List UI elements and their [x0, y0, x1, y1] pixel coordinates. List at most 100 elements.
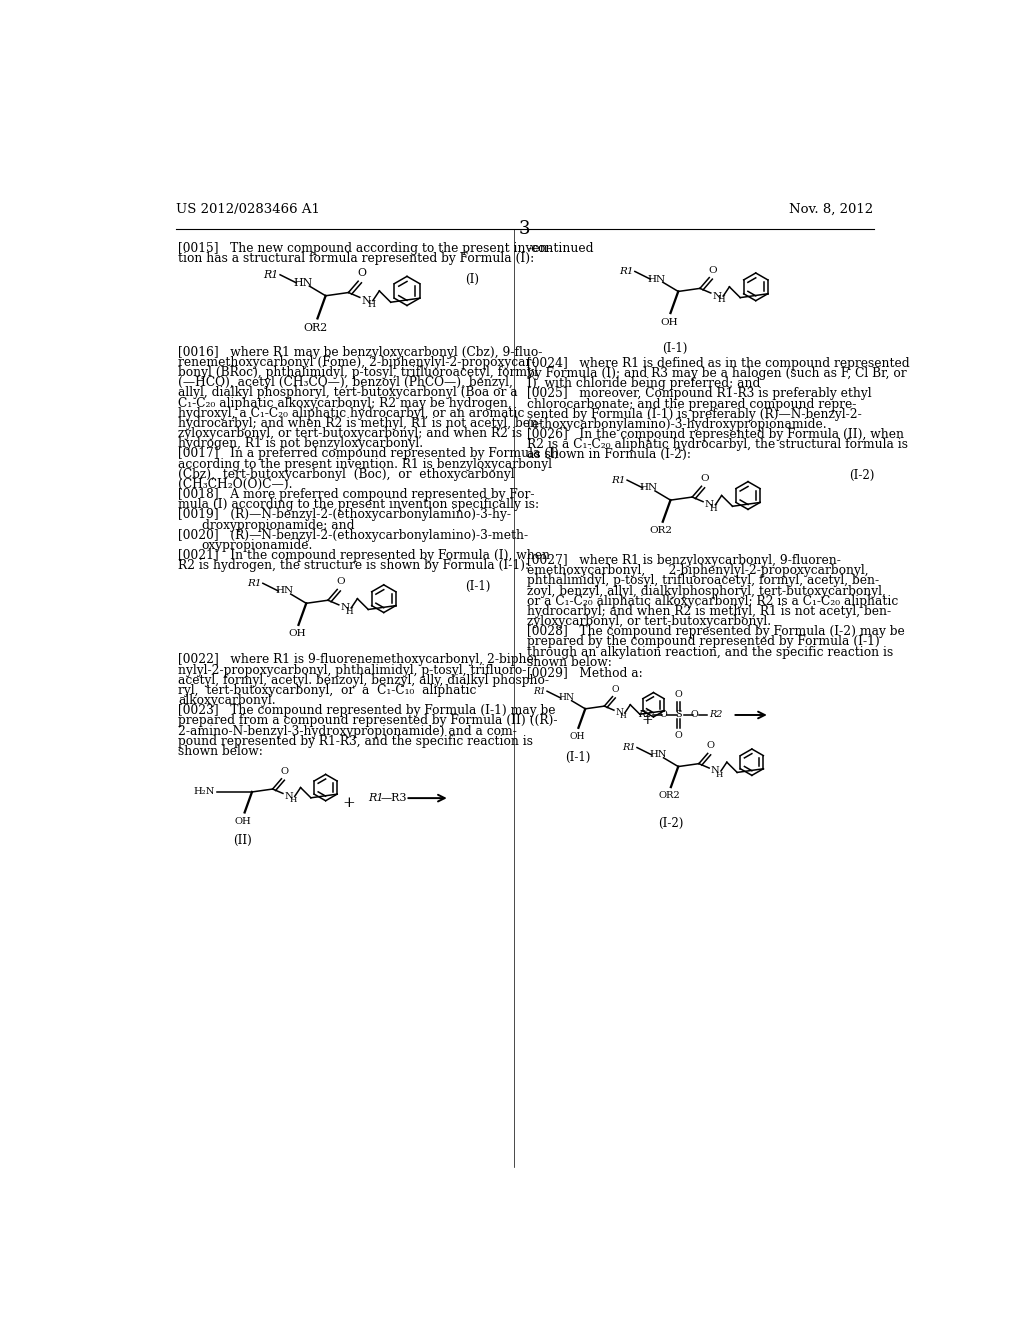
Text: [0022]   where R1 is 9-fluorenemethoxycarbonyl, 2-biphe-: [0022] where R1 is 9-fluorenemethoxycarb… — [178, 653, 539, 667]
Text: +: + — [342, 796, 355, 809]
Text: shown below:: shown below: — [178, 744, 263, 758]
Text: H₂N: H₂N — [194, 788, 215, 796]
Text: US 2012/0283466 A1: US 2012/0283466 A1 — [176, 203, 319, 216]
Text: HN: HN — [293, 277, 312, 288]
Text: N: N — [713, 292, 722, 301]
Text: O: O — [357, 268, 366, 279]
Text: R1: R1 — [611, 475, 626, 484]
Text: N: N — [711, 767, 720, 775]
Text: N: N — [285, 792, 293, 801]
Text: [0027]   where R1 is benzyloxycarbonyl, 9-fluoren-: [0027] where R1 is benzyloxycarbonyl, 9-… — [527, 554, 841, 568]
Text: droxypropionamide; and: droxypropionamide; and — [202, 519, 354, 532]
Text: hydroxyl, a C₁-C₂₀ aliphatic hydrocarbyl, or an aromatic: hydroxyl, a C₁-C₂₀ aliphatic hydrocarbyl… — [178, 407, 524, 420]
Text: ryl,  tert-butoxycarbonyl,  or  a  C₁-C₁₀  aliphatic: ryl, tert-butoxycarbonyl, or a C₁-C₁₀ al… — [178, 684, 477, 697]
Text: H: H — [621, 713, 627, 721]
Text: OH: OH — [660, 318, 678, 326]
Text: zyloxycarbonyl, or tert-butoxycarbonyl.: zyloxycarbonyl, or tert-butoxycarbonyl. — [527, 615, 771, 628]
Text: C₁-C₂₀ aliphatic alkoxycarbonyl; R2 may be hydrogen,: C₁-C₂₀ aliphatic alkoxycarbonyl; R2 may … — [178, 396, 512, 409]
Text: [0024]   where R1 is defined as in the compound represented: [0024] where R1 is defined as in the com… — [527, 356, 909, 370]
Text: [0026]   In the compound represented by Formula (II), when: [0026] In the compound represented by Fo… — [527, 428, 904, 441]
Text: O: O — [675, 690, 683, 700]
Text: (ethoxycarbonylamino)-3-hydroxypropionamide.: (ethoxycarbonylamino)-3-hydroxypropionam… — [527, 418, 826, 430]
Text: HN: HN — [275, 586, 294, 595]
Text: phthalimidyl, p-tosyl, trifluoroacetyl, formyl, acetyl, ben-: phthalimidyl, p-tosyl, trifluoroacetyl, … — [527, 574, 880, 587]
Text: O: O — [690, 710, 698, 719]
Text: zyloxycarbonyl, or tert-butoxycarbonyl; and when R2 is: zyloxycarbonyl, or tert-butoxycarbonyl; … — [178, 428, 522, 440]
Text: H: H — [368, 300, 375, 309]
Text: R1: R1 — [369, 793, 384, 804]
Text: —R3: —R3 — [381, 793, 408, 804]
Text: [0017]   In a preferred compound represented by Formula (I): [0017] In a preferred compound represent… — [178, 447, 559, 461]
Text: alkoxycarbonyl.: alkoxycarbonyl. — [178, 694, 276, 708]
Text: tion has a structural formula represented by Formula (I):: tion has a structural formula represente… — [178, 252, 535, 265]
Text: O: O — [675, 730, 683, 739]
Text: 2-amino-N-benzyl-3-hydroxypropionamide) and a com-: 2-amino-N-benzyl-3-hydroxypropionamide) … — [178, 725, 517, 738]
Text: nylyl-2-propoxycarbonyl, phthalimidyl, p-tosyl, trifluoro-: nylyl-2-propoxycarbonyl, phthalimidyl, p… — [178, 664, 526, 677]
Text: O: O — [659, 710, 667, 719]
Text: (I-2): (I-2) — [657, 817, 683, 830]
Text: I), with chloride being preferred; and: I), with chloride being preferred; and — [527, 378, 761, 391]
Text: R2: R2 — [709, 710, 722, 719]
Text: [0029]   Method a:: [0029] Method a: — [527, 665, 643, 678]
Text: R1: R1 — [534, 686, 546, 696]
Text: Nov. 8, 2012: Nov. 8, 2012 — [790, 203, 873, 216]
Text: (Cbz),  tert-butoxycarbonyl  (Boc),  or  ethoxycarbonyl: (Cbz), tert-butoxycarbonyl (Boc), or eth… — [178, 467, 515, 480]
Text: [0028]   The compound represented by Formula (I-2) may be: [0028] The compound represented by Formu… — [527, 626, 905, 638]
Text: OR2: OR2 — [649, 527, 673, 536]
Text: hydrocarbyl; and when R2 is methyl, R1 is not acetyl, ben-: hydrocarbyl; and when R2 is methyl, R1 i… — [527, 605, 891, 618]
Text: according to the present invention. R1 is benzyloxycarbonyl: according to the present invention. R1 i… — [178, 458, 552, 471]
Text: H: H — [346, 607, 353, 616]
Text: hydrogen, R1 is not benzyloxycarbonyl.: hydrogen, R1 is not benzyloxycarbonyl. — [178, 437, 424, 450]
Text: OH: OH — [288, 630, 306, 639]
Text: R2 is a C₁-C₂₀ aliphatic hydrocarbyl, the structural formula is: R2 is a C₁-C₂₀ aliphatic hydrocarbyl, th… — [527, 438, 908, 451]
Text: acetyl, formyl, acetyl. benzoyl, benzyl, ally, dialkyl phospho-: acetyl, formyl, acetyl. benzoyl, benzyl,… — [178, 673, 549, 686]
Text: (I-2): (I-2) — [849, 470, 874, 482]
Text: S: S — [676, 710, 682, 719]
Text: [0019]   (R)—N-benzyl-2-(ethoxycarbonylamino)-3-hy-: [0019] (R)—N-benzyl-2-(ethoxycarbonylami… — [178, 508, 511, 521]
Text: H: H — [290, 796, 297, 804]
Text: R2 is hydrogen, the structure is shown by Formula (I-1):: R2 is hydrogen, the structure is shown b… — [178, 560, 529, 573]
Text: [0023]   The compound represented by Formula (I-1) may be: [0023] The compound represented by Formu… — [178, 704, 556, 717]
Text: N: N — [615, 709, 624, 717]
Text: renemethoxycarbonyl (Fome), 2-biphenylyl-2-propoxycar-: renemethoxycarbonyl (Fome), 2-biphenylyl… — [178, 356, 536, 370]
Text: (I): (I) — [465, 273, 479, 285]
Text: mula (I) according to the present invention specifically is:: mula (I) according to the present invent… — [178, 498, 540, 511]
Text: HN: HN — [649, 750, 667, 759]
Text: N: N — [340, 603, 349, 612]
Text: (I-1): (I-1) — [662, 342, 687, 355]
Text: H: H — [716, 771, 723, 779]
Text: R1: R1 — [622, 743, 636, 752]
Text: bonyl (BRoc), phthalimidyl, p-tosyl, trifluoroacetyl, formyl: bonyl (BRoc), phthalimidyl, p-tosyl, tri… — [178, 366, 539, 379]
Text: or a C₁-C₂₀ aliphatic alkoxycarbonyl; R2 is a C₁-C₂₀ aliphatic: or a C₁-C₂₀ aliphatic alkoxycarbonyl; R2… — [527, 595, 898, 607]
Text: O: O — [708, 265, 717, 275]
Text: R1: R1 — [263, 269, 279, 280]
Text: 3: 3 — [519, 220, 530, 238]
Text: H: H — [718, 296, 726, 305]
Text: emethoxycarbonyl,      2-biphenylyl-2-propoxycarbonyl,: emethoxycarbonyl, 2-biphenylyl-2-propoxy… — [527, 564, 868, 577]
Text: hydrocarbyl; and when R2 is methyl, R1 is not acetyl, ben-: hydrocarbyl; and when R2 is methyl, R1 i… — [178, 417, 543, 430]
Text: (I-1): (I-1) — [565, 751, 590, 764]
Text: O: O — [700, 474, 709, 483]
Text: (I-1): (I-1) — [465, 581, 490, 593]
Text: N: N — [361, 296, 371, 306]
Text: O: O — [281, 767, 289, 776]
Text: O: O — [707, 742, 715, 751]
Text: [0018]   A more preferred compound represented by For-: [0018] A more preferred compound represe… — [178, 488, 535, 502]
Text: R1: R1 — [247, 578, 261, 587]
Text: OH: OH — [569, 731, 585, 741]
Text: R2: R2 — [638, 710, 651, 719]
Text: HN: HN — [647, 275, 666, 284]
Text: shown below:: shown below: — [527, 656, 612, 669]
Text: sented by Formula (I-1) is preferably (R)—N-benzyl-2-: sented by Formula (I-1) is preferably (R… — [527, 408, 862, 421]
Text: through an alkylation reaction, and the specific reaction is: through an alkylation reaction, and the … — [527, 645, 893, 659]
Text: [0015]   The new compound according to the present inven-: [0015] The new compound according to the… — [178, 242, 552, 255]
Text: by Formula (I); and R3 may be a halogen (such as F, Cl Br, or: by Formula (I); and R3 may be a halogen … — [527, 367, 906, 380]
Text: (—HCO), acetyl (CH₃CO—), benzoyl (PhCO—), benzyl,: (—HCO), acetyl (CH₃CO—), benzoyl (PhCO—)… — [178, 376, 513, 389]
Text: allyl, dialkyl phosphoryl, tert-butoxycarbonyl (Boa or a: allyl, dialkyl phosphoryl, tert-butoxyca… — [178, 387, 518, 400]
Text: as shown in Formula (I-2):: as shown in Formula (I-2): — [527, 449, 691, 462]
Text: -continued: -continued — [527, 242, 594, 255]
Text: zoyl, benzyl, allyl, dialkylphosphoryl, tert-butoxycarbonyl,: zoyl, benzyl, allyl, dialkylphosphoryl, … — [527, 585, 886, 598]
Text: H: H — [710, 504, 718, 513]
Text: OH: OH — [234, 817, 252, 826]
Text: [0021]   In the compound represented by Formula (I), when: [0021] In the compound represented by Fo… — [178, 549, 550, 562]
